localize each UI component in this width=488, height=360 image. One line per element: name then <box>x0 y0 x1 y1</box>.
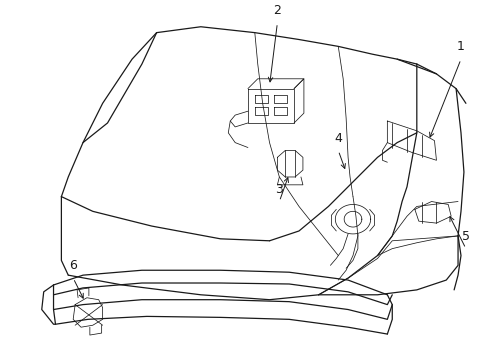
Text: 1: 1 <box>456 40 464 53</box>
Text: 5: 5 <box>461 230 469 243</box>
Text: 3: 3 <box>275 183 283 195</box>
Text: 2: 2 <box>273 4 281 17</box>
Text: 6: 6 <box>69 259 77 272</box>
Text: 4: 4 <box>334 131 342 145</box>
